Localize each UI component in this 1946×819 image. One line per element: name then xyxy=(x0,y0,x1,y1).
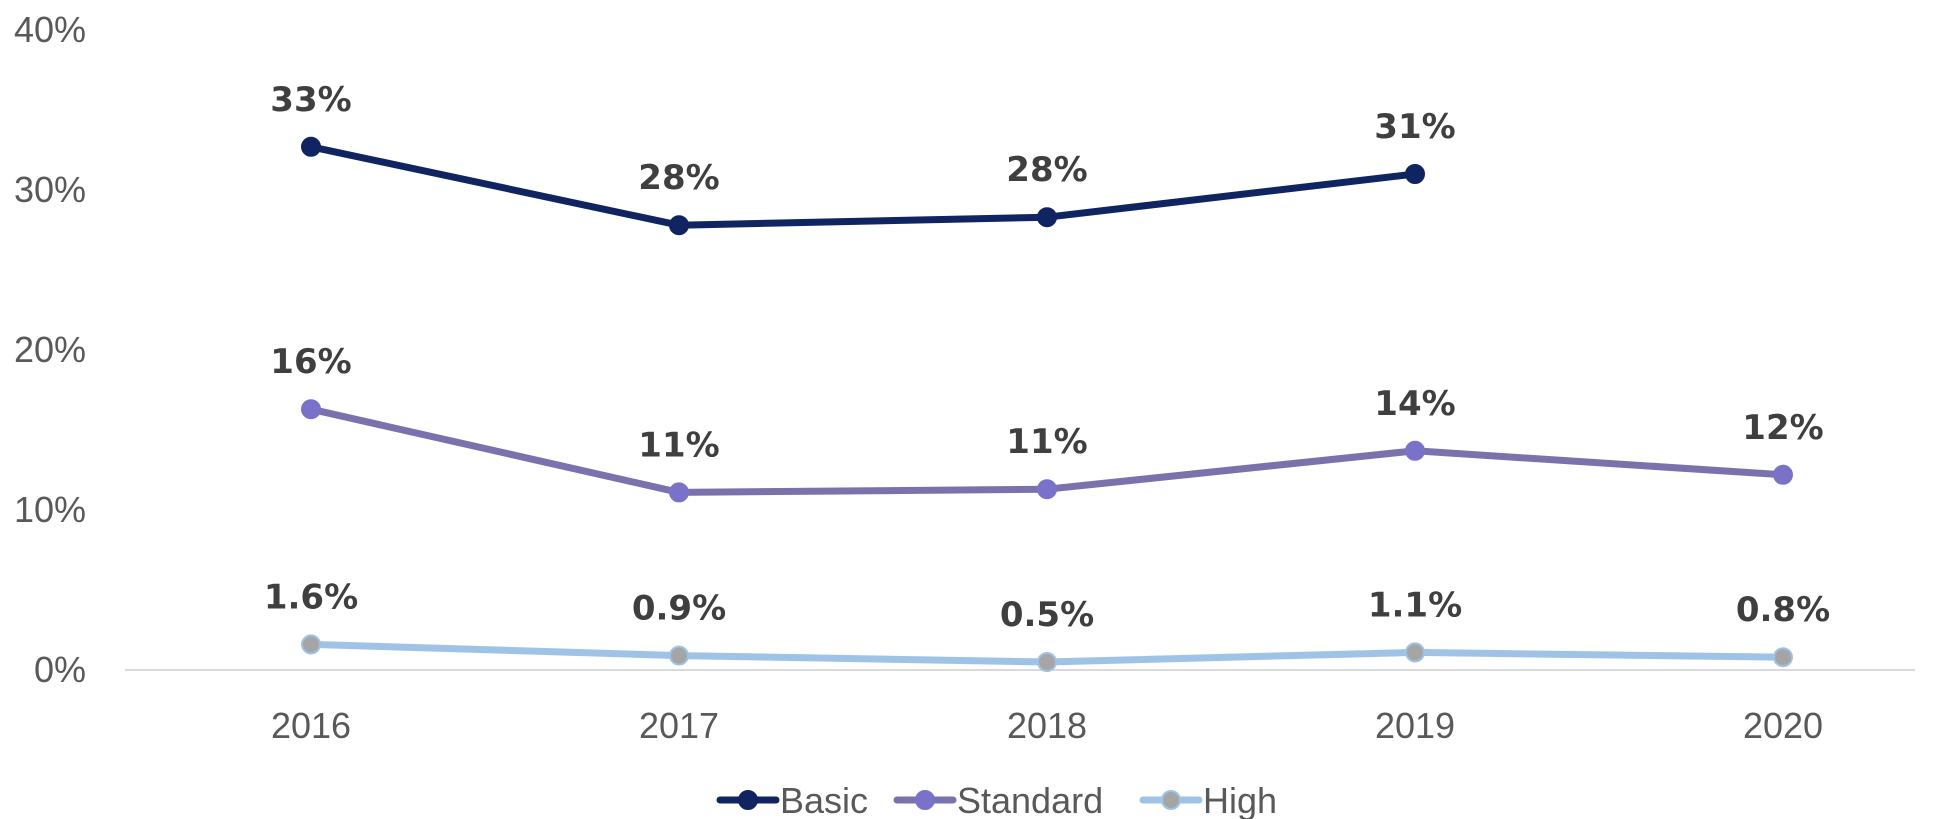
y-tick-label: 20% xyxy=(14,329,86,370)
data-label: 0.9% xyxy=(632,589,726,629)
data-point xyxy=(1405,440,1425,461)
x-tick-label: 2018 xyxy=(1007,705,1087,746)
data-point xyxy=(669,215,689,236)
data-point xyxy=(1405,164,1425,184)
data-point xyxy=(301,136,321,157)
legend-marker xyxy=(738,790,758,810)
legend-label: Basic xyxy=(780,780,868,819)
data-label: 33% xyxy=(270,80,351,120)
data-point xyxy=(669,645,689,666)
y-tick-label: 30% xyxy=(14,169,86,210)
legend: Basic Standard High xyxy=(716,780,1277,819)
x-tick-label: 2020 xyxy=(1743,705,1823,746)
series-high: 1.6% 0.9% 0.5% 1.1% 0.8% xyxy=(264,577,1830,672)
legend-marker xyxy=(915,790,935,810)
data-point xyxy=(1773,464,1793,485)
legend-item-standard: Standard xyxy=(893,780,1103,819)
y-tick-label: 10% xyxy=(14,489,86,530)
data-label: 16% xyxy=(270,342,351,382)
data-label: 12% xyxy=(1742,408,1823,448)
data-label: 1.6% xyxy=(264,577,358,617)
legend-item-basic: Basic xyxy=(716,780,868,819)
y-tick-label: 40% xyxy=(14,9,86,50)
series-layer: 33%28% 28%31%16%11% 11%14%12%1.6% 0.9% 0.5% 1… xyxy=(264,80,1830,672)
data-point xyxy=(301,399,321,420)
data-point xyxy=(1405,642,1425,663)
data-point xyxy=(301,634,321,655)
legend-item-high: High xyxy=(1139,780,1277,819)
data-label: 28% xyxy=(1006,150,1087,190)
data-label: 1.1% xyxy=(1368,585,1462,625)
legend-label: High xyxy=(1203,780,1277,819)
data-label: 28% xyxy=(638,158,719,198)
x-tick-label: 2016 xyxy=(271,705,351,746)
data-label: 31% xyxy=(1374,107,1455,147)
y-tick-label: 0% xyxy=(34,649,86,690)
data-point xyxy=(1037,652,1057,672)
series-standard: 16% 11% 11% 14% 12% xyxy=(270,342,1824,503)
x-tick-label: 2019 xyxy=(1375,705,1455,746)
data-label: 11% xyxy=(1006,422,1087,462)
legend-marker xyxy=(1161,790,1181,810)
x-tick-label: 2017 xyxy=(639,705,719,746)
data-point xyxy=(1037,479,1057,500)
legend-label: Standard xyxy=(957,780,1103,819)
axis-layer: 0% 10% 20% 30% 40% 2016 2017 2018 2019 2020 xyxy=(14,9,1915,746)
data-label: 11% xyxy=(638,425,719,465)
series-basic: 33% 28% 28% 31% xyxy=(270,80,1456,236)
data-point xyxy=(1037,207,1057,228)
data-label: 14% xyxy=(1374,384,1455,424)
series-line xyxy=(307,143,1419,229)
data-point xyxy=(1773,647,1793,668)
data-label: 0.8% xyxy=(1736,590,1830,630)
data-label: 0.5% xyxy=(1000,595,1094,635)
data-point xyxy=(669,482,689,503)
